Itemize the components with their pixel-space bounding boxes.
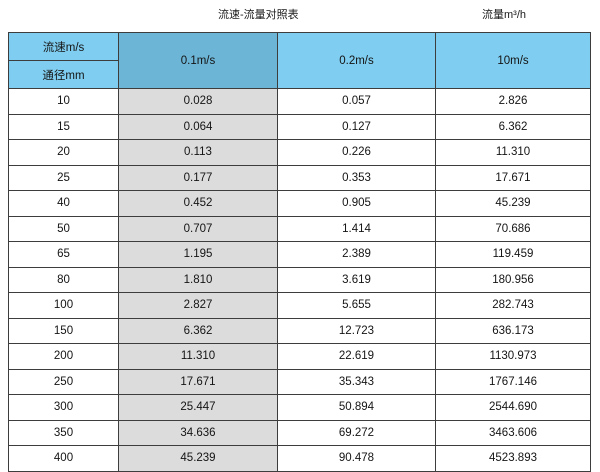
cell-flow-highlight: 2.827 — [118, 292, 278, 319]
table-row: 300 25.447 50.894 2544.690 — [8, 394, 591, 421]
table-row: 400 45.239 90.478 4523.893 — [8, 445, 591, 472]
cell-flow-highlight: 34.636 — [118, 419, 278, 446]
cell-diameter: 50 — [8, 215, 119, 242]
cell-flow-value: 1130.973 — [435, 343, 591, 370]
cell-flow-highlight: 1.195 — [118, 241, 278, 268]
cell-flow-value: 180.956 — [435, 266, 591, 293]
table-row: 15 0.064 0.127 6.362 — [8, 113, 591, 140]
cell-flow-value: 4523.893 — [435, 445, 591, 472]
cell-flow-highlight: 0.028 — [118, 88, 278, 115]
cell-diameter: 80 — [8, 266, 119, 293]
cell-flow-value: 69.272 — [277, 419, 436, 446]
cell-flow-value: 3.619 — [277, 266, 436, 293]
cell-diameter: 100 — [8, 292, 119, 319]
header-diameter-label: 通径mm — [8, 60, 119, 89]
cell-diameter: 20 — [8, 139, 119, 166]
cell-flow-highlight: 6.362 — [118, 317, 278, 344]
cell-diameter: 10 — [8, 88, 119, 115]
cell-flow-value: 45.239 — [435, 190, 591, 217]
cell-flow-value: 2.826 — [435, 88, 591, 115]
cell-flow-value: 12.723 — [277, 317, 436, 344]
cell-flow-highlight: 0.064 — [118, 113, 278, 140]
cell-flow-value: 2544.690 — [435, 394, 591, 421]
cell-flow-value: 5.655 — [277, 292, 436, 319]
cell-flow-value: 70.686 — [435, 215, 591, 242]
table-row: 150 6.362 12.723 636.173 — [8, 317, 591, 344]
table-row: 350 34.636 69.272 3463.606 — [8, 419, 591, 446]
cell-flow-value: 0.226 — [277, 139, 436, 166]
flow-unit-label: 流量m³/h — [482, 9, 526, 21]
cell-diameter: 200 — [8, 343, 119, 370]
header-velocity-10: 10m/s — [435, 32, 591, 89]
cell-flow-value: 2.389 — [277, 241, 436, 268]
header-velocity-0.2: 0.2m/s — [277, 32, 436, 89]
flow-velocity-table: 流速m/s 0.1m/s 0.2m/s 10m/s 通径mm 10 0.028 0.… — [8, 32, 591, 472]
cell-flow-value: 3463.606 — [435, 419, 591, 446]
header-velocity-label: 流速m/s — [8, 32, 119, 61]
cell-flow-highlight: 11.310 — [118, 343, 278, 370]
cell-flow-value: 0.127 — [277, 113, 436, 140]
cell-flow-value: 6.362 — [435, 113, 591, 140]
cell-flow-value: 282.743 — [435, 292, 591, 319]
cell-flow-highlight: 0.177 — [118, 164, 278, 191]
cell-diameter: 300 — [8, 394, 119, 421]
cell-flow-value: 11.310 — [435, 139, 591, 166]
cell-diameter: 350 — [8, 419, 119, 446]
cell-flow-highlight: 0.707 — [118, 215, 278, 242]
cell-flow-value: 22.619 — [277, 343, 436, 370]
cell-flow-highlight: 17.671 — [118, 368, 278, 395]
table-row: 50 0.707 1.414 70.686 — [8, 215, 591, 242]
header-row-velocity: 流速m/s 0.1m/s 0.2m/s 10m/s — [8, 32, 591, 89]
flow-velocity-table-wrapper: 流速m/s 0.1m/s 0.2m/s 10m/s 通径mm 10 0.028 0.… — [8, 32, 591, 472]
cell-flow-value: 17.671 — [435, 164, 591, 191]
table-row: 65 1.195 2.389 119.459 — [8, 241, 591, 268]
cell-flow-highlight: 25.447 — [118, 394, 278, 421]
cell-flow-value: 35.343 — [277, 368, 436, 395]
cell-flow-value: 90.478 — [277, 445, 436, 472]
table-row: 20 0.113 0.226 11.310 — [8, 139, 591, 166]
table-title: 流速-流量对照表 — [218, 9, 299, 21]
table-row: 40 0.452 0.905 45.239 — [8, 190, 591, 217]
cell-flow-value: 0.057 — [277, 88, 436, 115]
cell-flow-highlight: 1.810 — [118, 266, 278, 293]
cell-flow-value: 50.894 — [277, 394, 436, 421]
cell-diameter: 250 — [8, 368, 119, 395]
table-header: 流速m/s 0.1m/s 0.2m/s 10m/s 通径mm — [8, 32, 591, 89]
cell-diameter: 15 — [8, 113, 119, 140]
cell-flow-highlight: 0.113 — [118, 139, 278, 166]
cell-diameter: 25 — [8, 164, 119, 191]
table-row: 100 2.827 5.655 282.743 — [8, 292, 591, 319]
cell-flow-highlight: 0.452 — [118, 190, 278, 217]
caption-row: 流速-流量对照表 流量m³/h — [0, 0, 600, 30]
table-row: 200 11.310 22.619 1130.973 — [8, 343, 591, 370]
cell-diameter: 40 — [8, 190, 119, 217]
cell-diameter: 65 — [8, 241, 119, 268]
cell-flow-value: 0.353 — [277, 164, 436, 191]
cell-flow-highlight: 45.239 — [118, 445, 278, 472]
cell-flow-value: 119.459 — [435, 241, 591, 268]
table-row: 250 17.671 35.343 1767.146 — [8, 368, 591, 395]
cell-flow-value: 1767.146 — [435, 368, 591, 395]
table-row: 25 0.177 0.353 17.671 — [8, 164, 591, 191]
header-row-diameter: 通径mm — [8, 60, 591, 89]
cell-diameter: 400 — [8, 445, 119, 472]
cell-flow-value: 1.414 — [277, 215, 436, 242]
cell-flow-value: 0.905 — [277, 190, 436, 217]
cell-diameter: 150 — [8, 317, 119, 344]
header-velocity-0.1: 0.1m/s — [118, 32, 278, 89]
table-row: 80 1.810 3.619 180.956 — [8, 266, 591, 293]
table-body: 10 0.028 0.057 2.826 15 0.064 0.127 6.362 20 0.11… — [8, 88, 591, 472]
table-row: 10 0.028 0.057 2.826 — [8, 88, 591, 115]
cell-flow-value: 636.173 — [435, 317, 591, 344]
